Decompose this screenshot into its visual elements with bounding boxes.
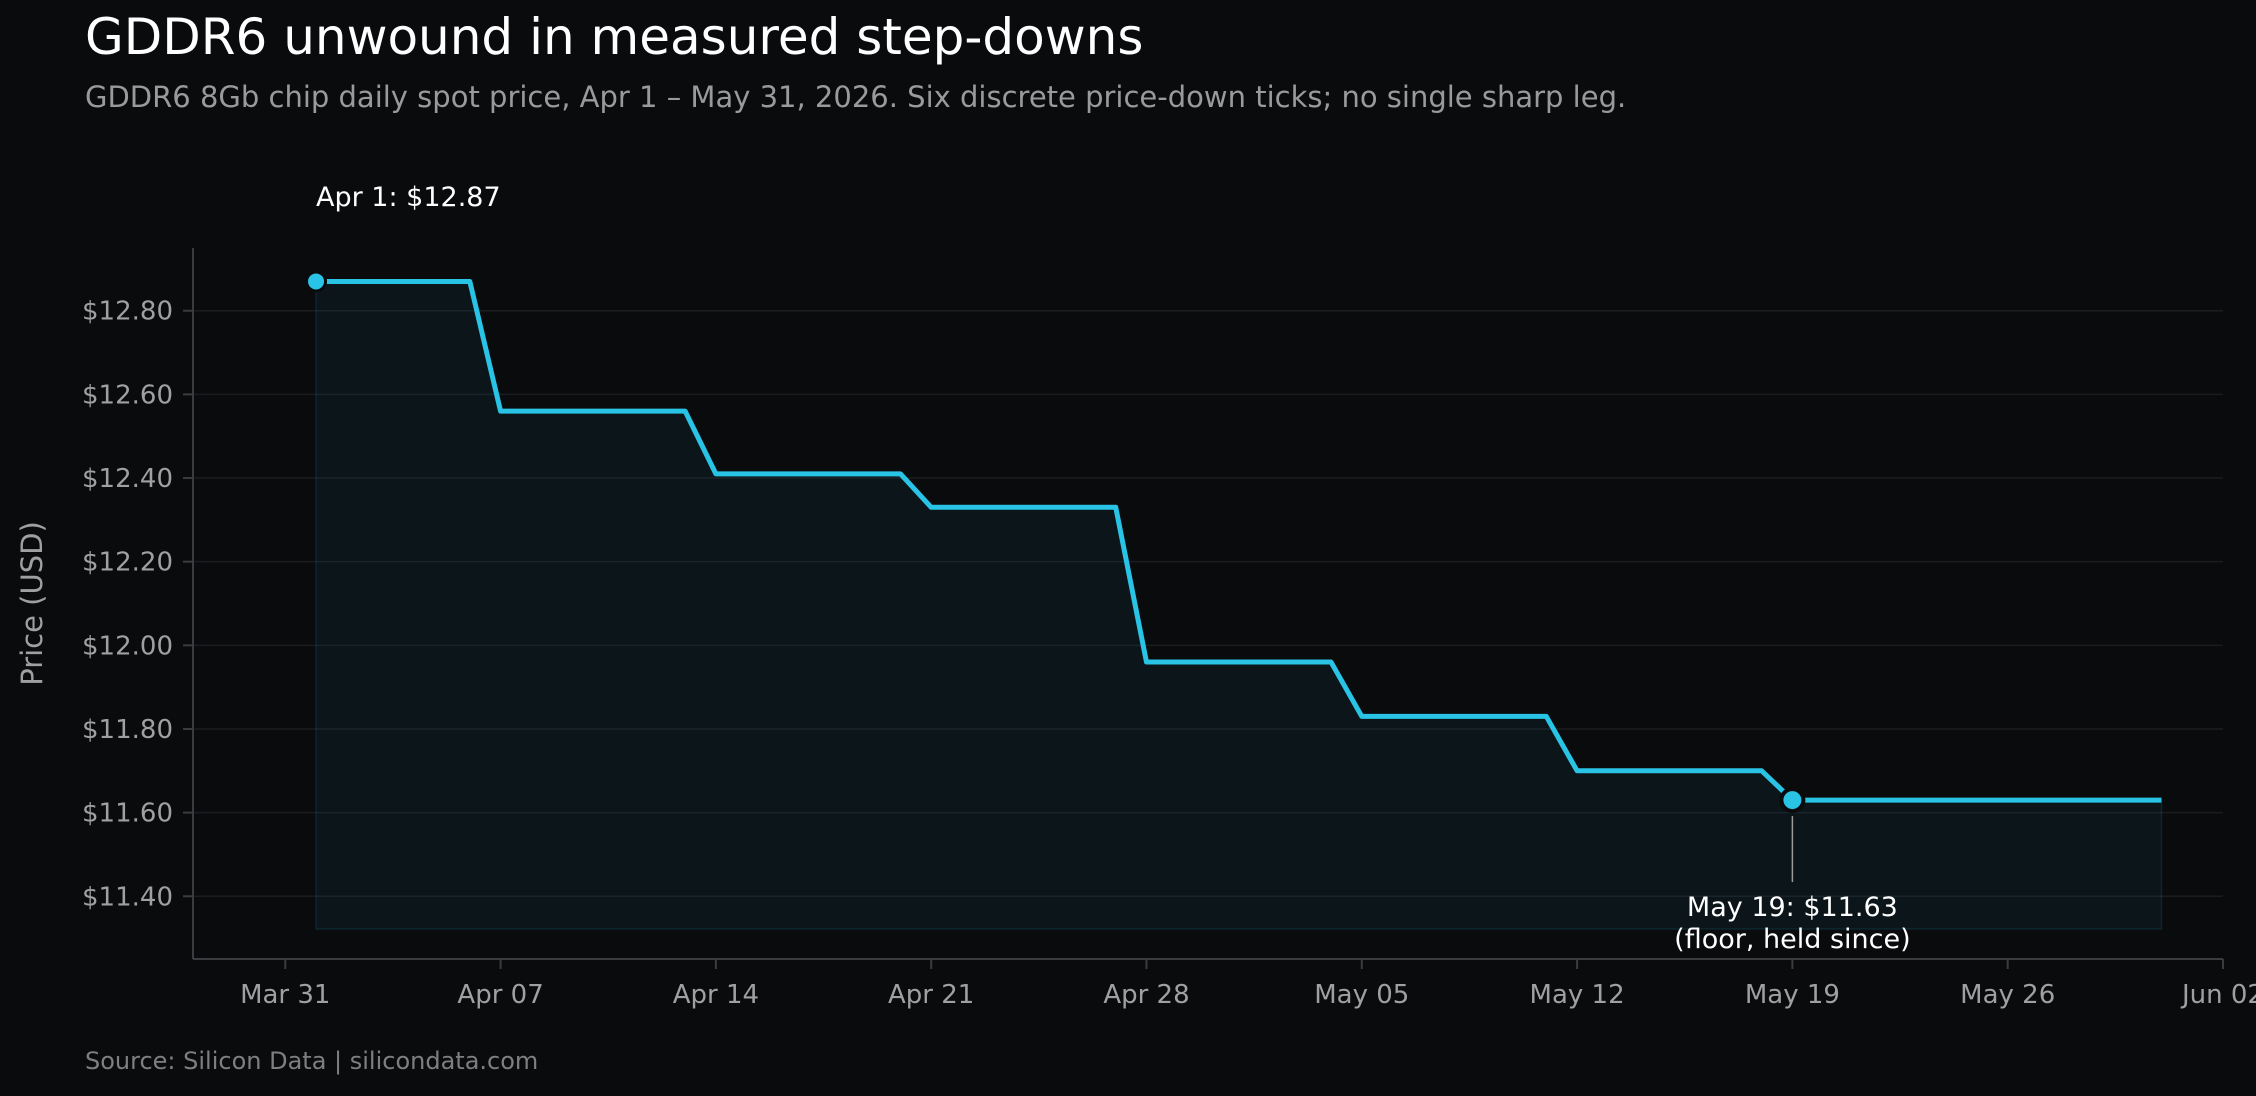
x-tick-label: May 05 (1314, 980, 1409, 1010)
x-tick-label: Apr 14 (673, 980, 759, 1010)
price-series-line (316, 278, 2162, 803)
floor-point-marker (1783, 791, 1802, 810)
annotations: Apr 1: $12.87 May 19: $11.63(floor, held … (305, 182, 1911, 955)
x-tick-label: Mar 31 (240, 980, 330, 1010)
grid-lines (193, 309, 2223, 898)
y-tick-label: $12.80 (82, 297, 173, 327)
x-axis-ticks: Mar 31 Apr 07 Apr 14 Apr 21 Apr 28 May 05 May … (240, 959, 2256, 1010)
start-point-marker (308, 273, 325, 290)
chart-subtitle: GDDR6 8Gb chip daily spot price, Apr 1 –… (85, 80, 1627, 114)
y-tick-label: $11.80 (82, 715, 173, 745)
y-tick-label: $12.60 (82, 380, 173, 410)
x-tick-label: Apr 07 (457, 980, 543, 1010)
x-tick-label: May 26 (1960, 980, 2055, 1010)
chart-title: GDDR6 unwound in measured step-downs (85, 8, 1144, 66)
floor-annotation-label-line2: (floor, held since) (1674, 924, 1910, 955)
y-axis-ticks: $11.40 $11.60 $11.80 $12.00 $12.20 $12.40 $12.… (82, 297, 193, 912)
y-axis-label: Price (USD) (15, 521, 49, 686)
x-tick-label: Apr 21 (888, 980, 974, 1010)
y-tick-label: $12.40 (82, 464, 173, 494)
price-area-fill (315, 280, 2163, 930)
x-tick-label: May 19 (1745, 980, 1840, 1010)
y-tick-label: $11.40 (82, 882, 173, 912)
y-tick-label: $12.00 (82, 631, 173, 661)
x-tick-label: May 12 (1530, 980, 1625, 1010)
source-note: Source: Silicon Data | silicondata.com (85, 1047, 539, 1075)
y-tick-label: $11.60 (82, 799, 173, 829)
axes (192, 248, 2223, 960)
y-tick-label: $12.20 (82, 548, 173, 578)
x-tick-label: Jun 02 (2180, 980, 2256, 1010)
floor-annotation-label-line1: May 19: $11.63 (1687, 892, 1898, 923)
x-tick-label: Apr 28 (1103, 980, 1189, 1010)
start-annotation-label: Apr 1: $12.87 (316, 182, 501, 213)
